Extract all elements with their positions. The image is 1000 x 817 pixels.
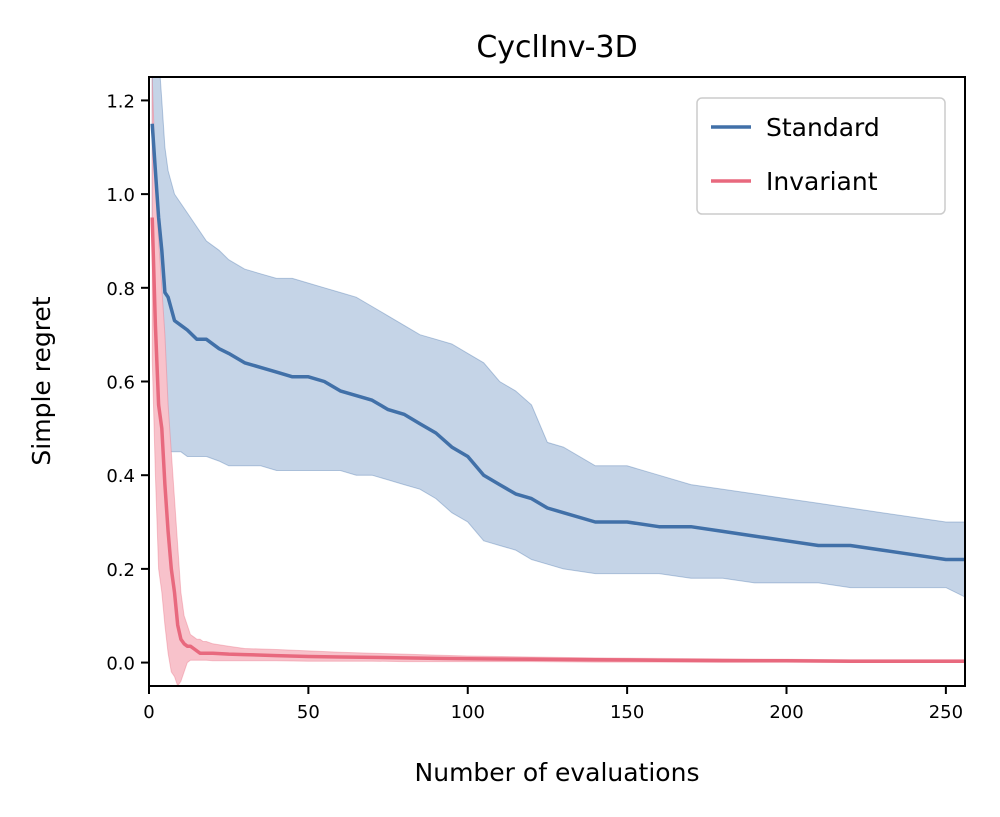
x-axis-label: Number of evaluations: [415, 758, 700, 787]
y-tick-label: 0.8: [106, 279, 135, 300]
y-tick-label: 0.2: [106, 560, 135, 581]
x-tick-label: 150: [610, 702, 644, 723]
legend: Standard Invariant: [696, 97, 946, 215]
y-tick-label: 0.0: [106, 654, 135, 675]
standard-band: [151, 77, 965, 598]
legend-label-standard: Standard: [766, 113, 880, 142]
x-axis: 0 50 100 150 200 250: [143, 686, 963, 723]
y-axis-label: Simple regret: [27, 296, 56, 465]
legend-box: [696, 97, 946, 215]
standard-line: [150, 123, 965, 562]
chart-title: CyclInv-3D: [476, 30, 637, 65]
invariant-line: [150, 217, 965, 663]
invariant-band: [151, 77, 965, 686]
y-tick-label: 0.6: [106, 373, 135, 394]
y-axis: 0.0 0.2 0.4 0.6 0.8 1.0 1.2: [106, 91, 149, 675]
x-tick-label: 200: [769, 702, 803, 723]
x-tick-label: 100: [451, 702, 485, 723]
series-lines: [150, 123, 965, 663]
legend-label-invariant: Invariant: [766, 167, 878, 196]
confidence-bands: [151, 77, 965, 686]
y-tick-label: 0.4: [106, 466, 135, 487]
x-tick-label: 0: [143, 702, 154, 723]
y-tick-label: 1.2: [106, 91, 135, 112]
x-tick-label: 250: [929, 702, 963, 723]
y-tick-label: 1.0: [106, 185, 135, 206]
x-tick-label: 50: [297, 702, 320, 723]
